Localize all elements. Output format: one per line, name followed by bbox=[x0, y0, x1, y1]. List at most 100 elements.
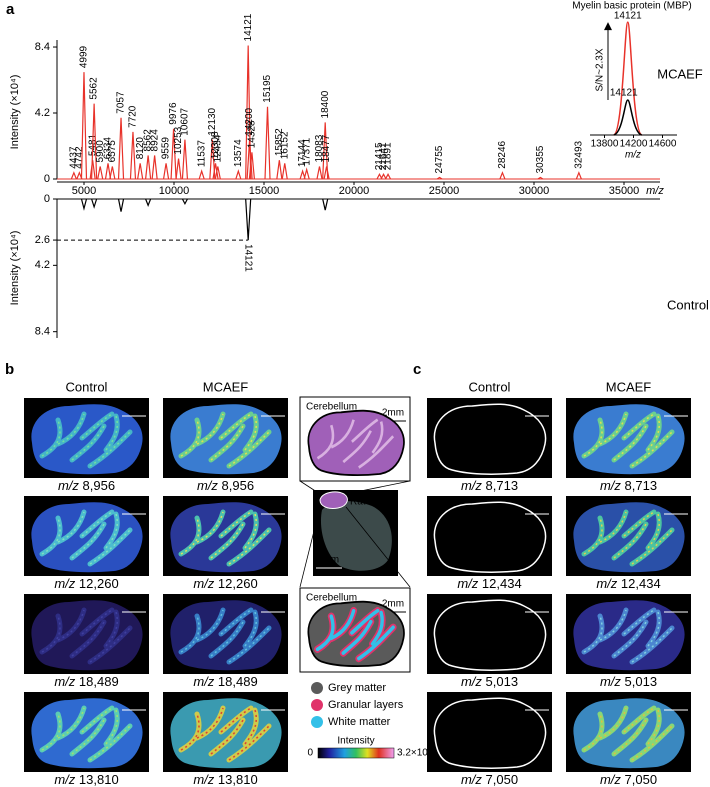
peak bbox=[209, 139, 216, 180]
y-tick-label: 2.6 bbox=[35, 234, 50, 246]
connector bbox=[345, 480, 411, 495]
region-label: Cerebellum bbox=[306, 402, 357, 413]
inset-x-tick-label: 14200 bbox=[620, 139, 648, 150]
not-detected: ND bbox=[482, 631, 496, 642]
panel-label: b bbox=[5, 361, 14, 378]
not-detected: ND bbox=[482, 533, 496, 544]
x-tick-label: 30000 bbox=[519, 185, 550, 197]
tissue-outline bbox=[433, 403, 547, 475]
peak bbox=[170, 128, 177, 180]
peak-label: 7720 bbox=[128, 105, 139, 128]
peak bbox=[117, 198, 125, 212]
scale-label: 1mm bbox=[123, 403, 145, 414]
peak bbox=[145, 155, 152, 180]
ms-image: ND 1mm bbox=[427, 692, 552, 772]
image-caption: m/z 18,489 bbox=[54, 674, 118, 689]
not-detected: ND bbox=[482, 729, 496, 740]
peak bbox=[129, 131, 137, 180]
region-label: Cerebellum bbox=[306, 593, 357, 604]
colorbar-title: Intensity bbox=[337, 736, 374, 747]
he-structure bbox=[316, 418, 395, 469]
scale-label: 1mm bbox=[526, 501, 548, 512]
caption-value: 13,810 bbox=[79, 772, 119, 787]
inset-peak bbox=[613, 99, 643, 136]
peak bbox=[246, 139, 253, 180]
ms-image: 1mm bbox=[566, 594, 691, 674]
peak-label: 4437 bbox=[69, 146, 80, 169]
y-tick-label: 8.4 bbox=[35, 41, 50, 53]
caption-prefix: m/z bbox=[600, 772, 621, 787]
caption-value: 5,013 bbox=[486, 674, 519, 689]
ms-image: 1mm bbox=[24, 398, 149, 478]
scale-label: 1mm bbox=[123, 501, 145, 512]
caption-prefix: m/z bbox=[54, 674, 75, 689]
scale-label: 1mm bbox=[262, 501, 284, 512]
peak bbox=[181, 198, 188, 206]
peak bbox=[70, 171, 77, 180]
inset-x-label: m/z bbox=[625, 150, 641, 161]
scale-label: 1mm bbox=[665, 599, 687, 610]
scale-label: 1mm bbox=[123, 697, 145, 708]
column-header: Control bbox=[66, 379, 108, 394]
granular-signal bbox=[583, 413, 673, 467]
peak bbox=[281, 163, 288, 180]
y-axis-label: Intensity (×10⁴) bbox=[9, 75, 21, 150]
peak-label: 14200 bbox=[244, 107, 255, 135]
ms-image: 1mm bbox=[566, 496, 691, 576]
caption-prefix: m/z bbox=[193, 576, 214, 591]
y-tick-label: 8.4 bbox=[35, 326, 50, 338]
y-tick-label: 0 bbox=[44, 173, 50, 185]
caption-prefix: m/z bbox=[197, 478, 218, 493]
image-caption: m/z 8,713 bbox=[600, 478, 657, 493]
ms-image: ND 1mm bbox=[427, 496, 552, 576]
caption-prefix: m/z bbox=[58, 478, 79, 493]
peak-label: 12434 bbox=[212, 134, 223, 162]
image-caption: m/z 13,810 bbox=[193, 772, 257, 787]
legend-swatch bbox=[311, 699, 323, 711]
panel-label: a bbox=[6, 1, 15, 18]
peak bbox=[162, 163, 170, 180]
peak bbox=[80, 198, 88, 211]
peak bbox=[276, 160, 283, 180]
caption-value: 7,050 bbox=[625, 772, 658, 787]
column-header: Control bbox=[469, 379, 511, 394]
image-caption: m/z 18,489 bbox=[193, 674, 257, 689]
brain-tissue bbox=[320, 501, 392, 571]
granular-signal bbox=[41, 511, 131, 565]
peak-label: 5562 bbox=[89, 77, 100, 100]
scale-label: 1mm bbox=[262, 599, 284, 610]
granular-signal bbox=[180, 609, 270, 663]
caption-value: 13,810 bbox=[218, 772, 258, 787]
caption-value: 8,956 bbox=[83, 478, 116, 493]
caption-prefix: m/z bbox=[193, 772, 214, 787]
peak-label: 14328 bbox=[247, 120, 258, 148]
caption-prefix: m/z bbox=[461, 478, 482, 493]
image-background bbox=[427, 594, 552, 674]
inset-annotation: S/N~2.3X bbox=[595, 48, 606, 91]
brain-scale: 5mm bbox=[317, 555, 339, 566]
scale-label: 1mm bbox=[123, 599, 145, 610]
inset-x-tick-label: 14600 bbox=[649, 139, 677, 150]
caption-prefix: m/z bbox=[600, 674, 621, 689]
peak-label: 17371 bbox=[301, 137, 312, 165]
x-tick-label: 5000 bbox=[72, 185, 96, 197]
x-axis-label: m/z bbox=[646, 185, 664, 197]
peak-label: 24755 bbox=[434, 145, 445, 173]
tissue-outline bbox=[433, 501, 547, 573]
image-background bbox=[427, 692, 552, 772]
legend-label: MCAEF bbox=[657, 66, 703, 81]
inset-x-tick-label: 13800 bbox=[591, 139, 619, 150]
granular-signal bbox=[583, 609, 673, 663]
scale-label: 1mm bbox=[526, 697, 548, 708]
peak-label: 8562 bbox=[143, 129, 154, 152]
peak bbox=[316, 166, 323, 180]
image-caption: m/z 12,434 bbox=[596, 576, 660, 591]
peak bbox=[117, 117, 125, 180]
x-tick-label: 20000 bbox=[339, 185, 370, 197]
peak-label: 15852 bbox=[274, 128, 285, 156]
peak-label: 18083 bbox=[314, 134, 325, 162]
scale-label: 1mm bbox=[526, 403, 548, 414]
ms-image: 1mm bbox=[566, 398, 691, 478]
granular-signal bbox=[180, 707, 270, 761]
